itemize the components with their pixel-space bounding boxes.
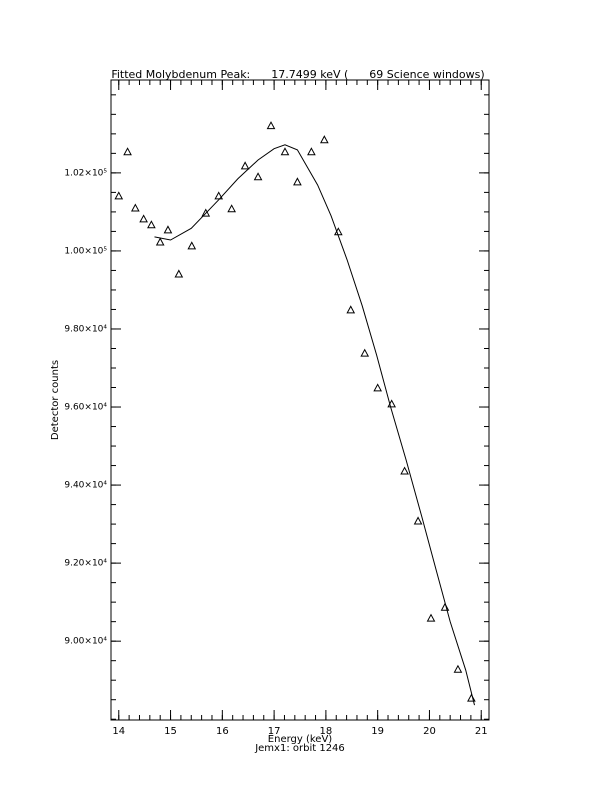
data-point [360,348,370,357]
y-tick-label: 9.40×10⁴ [64,481,107,491]
data-point [400,466,409,475]
data-point [373,383,383,392]
x-tick-label: 19 [371,726,384,737]
data-point [130,203,140,212]
data-point [163,225,173,234]
x-tick-label: 14 [112,726,125,737]
y-tick-label: 1.00×10⁵ [64,246,107,256]
data-point [214,191,224,200]
y-tick-label: 1.02×10⁵ [64,168,107,178]
data-point [187,241,197,250]
y-tick-label: 9.80×10⁴ [64,324,107,334]
y-axis-label: Detector counts [50,360,61,440]
data-point [114,191,124,200]
data-point [413,516,423,525]
x-tick-label: 18 [320,726,333,737]
note: Jemx1: orbit 1246 [254,743,345,754]
x-tick-label: 16 [216,726,229,737]
data-point [253,172,263,181]
data-point [440,602,450,611]
data-point [453,664,463,673]
chart-title: Fitted Molybdenum Peak: 17.7499 keV ( 69… [111,68,484,81]
data-point [293,177,302,186]
x-tick-label: 17 [268,726,281,737]
x-axis-label: Energy (keV) [268,734,333,745]
y-tick-label: 9.60×10⁴ [64,403,107,413]
data-point [266,121,276,130]
data-point [319,135,329,144]
x-tick-label: 21 [475,726,488,737]
data-point [307,147,316,156]
data-point [123,147,132,156]
data-point [201,208,211,217]
data-point [426,613,436,622]
data-point [139,214,148,223]
data-point [467,693,476,702]
data-point [147,220,156,229]
data-point [227,204,236,213]
data-point [346,305,356,314]
data-point [174,269,184,278]
x-tick-label: 15 [164,726,177,737]
data-point [240,161,250,170]
y-tick-label: 9.00×10⁴ [64,637,107,647]
data-point [155,237,165,246]
plot-frame [110,79,490,721]
x-tick-label: 20 [423,726,436,737]
fit-curve [154,144,475,706]
y-tick-label: 9.20×10⁴ [64,559,107,569]
data-point [280,147,290,156]
